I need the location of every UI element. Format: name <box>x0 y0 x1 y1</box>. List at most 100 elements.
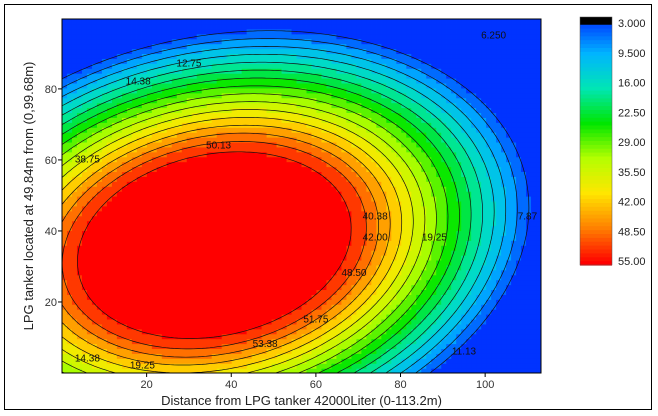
contour-cell <box>391 269 397 276</box>
contour-cell <box>271 264 278 271</box>
contour-cell <box>456 161 462 168</box>
contour-cell <box>341 363 348 369</box>
contour-cell <box>361 318 367 325</box>
contour-cell <box>511 255 517 261</box>
contour-cell <box>536 314 541 320</box>
contour-cell <box>266 255 273 261</box>
contour-cell <box>351 151 357 158</box>
contour-cell <box>481 196 487 202</box>
contour-cell <box>221 289 228 295</box>
contour-cell <box>81 353 88 359</box>
contour-cell <box>416 186 422 192</box>
contour-cell <box>421 289 427 295</box>
contour-cell <box>246 196 253 202</box>
contour-cell <box>441 314 447 320</box>
contour-cell <box>346 151 352 158</box>
contour-cell <box>366 358 372 364</box>
contour-cell <box>461 117 467 123</box>
contour-cell <box>286 255 293 261</box>
contour-cell <box>496 348 502 354</box>
contour-cell <box>376 338 382 345</box>
contour-cell <box>351 314 357 320</box>
contour-cell <box>336 304 343 310</box>
contour-cell <box>126 245 133 251</box>
contour-cell <box>116 328 123 335</box>
contour-cell <box>121 132 128 138</box>
contour-cell <box>286 137 293 143</box>
contour-cell <box>336 358 343 364</box>
contour-cell <box>326 264 333 271</box>
contour-cell <box>161 294 168 300</box>
contour-cell <box>181 191 188 197</box>
contour-cell <box>376 196 382 202</box>
contour-cell <box>506 156 512 163</box>
contour-cell <box>256 186 263 192</box>
contour-cell <box>261 122 268 128</box>
contour-cell <box>116 250 123 256</box>
contour-cell <box>111 264 118 271</box>
contour-cell <box>496 122 502 128</box>
contour-cell <box>251 137 258 143</box>
contour-cell <box>236 333 243 340</box>
contour-cell <box>136 210 143 217</box>
contour-cell <box>436 309 442 315</box>
contour-cell <box>131 122 138 128</box>
contour-cell <box>531 309 537 315</box>
contour-cell <box>76 205 83 212</box>
contour-cell <box>111 230 118 236</box>
contour-cell <box>511 259 517 266</box>
contour-cell <box>156 259 163 266</box>
contour-cell <box>526 186 532 192</box>
contour-cell <box>62 323 68 330</box>
contour-cell <box>376 250 382 256</box>
chart-frame: 6.250 12.75 14.38 38.75 50.13 40.38 42.00 19.25… <box>4 4 652 410</box>
contour-cell <box>456 328 462 335</box>
contour-cell <box>171 220 178 227</box>
contour-cell <box>486 294 492 300</box>
contour-cell <box>211 191 218 197</box>
contour-cell <box>341 205 348 212</box>
contour-cell <box>441 250 447 256</box>
contour-cell <box>196 363 203 369</box>
contour-cell <box>421 368 427 373</box>
contour-cell <box>151 314 158 320</box>
contour-cell <box>126 328 133 335</box>
contour-cell <box>326 318 333 325</box>
contour-cell <box>62 250 68 256</box>
contour-cell <box>446 235 452 241</box>
contour-cell <box>371 284 377 291</box>
contour-cell <box>301 289 308 295</box>
contour-cell <box>131 245 138 251</box>
contour-cell <box>436 368 442 373</box>
contour-cell <box>136 363 143 369</box>
contour-cell <box>66 196 73 202</box>
contour-cell <box>226 328 233 335</box>
contour-cell <box>526 161 532 168</box>
contour-cell <box>351 250 357 256</box>
contour-cell <box>296 314 303 320</box>
contour-cell <box>486 328 492 335</box>
contour-cell <box>241 323 248 330</box>
contour-cell <box>136 220 143 227</box>
contour-cell <box>366 318 372 325</box>
contour-cell <box>156 132 163 138</box>
contour-cell <box>81 269 88 276</box>
contour-cell <box>196 338 203 345</box>
contour-cell <box>281 146 288 153</box>
contour-cell <box>391 240 397 246</box>
contour-cell <box>496 353 502 359</box>
contour-cell <box>181 269 188 276</box>
contour-cell <box>156 348 163 354</box>
contour-cell <box>251 225 258 232</box>
contour-cell <box>411 146 417 153</box>
contour-cell <box>101 210 108 217</box>
contour-cell <box>181 318 188 325</box>
contour-cell <box>221 279 228 286</box>
contour-cell <box>451 264 457 271</box>
contour-cell <box>141 196 148 202</box>
contour-cell <box>321 186 328 192</box>
contour-cell <box>366 299 372 305</box>
contour-cell <box>361 259 367 266</box>
contour-cell <box>116 220 123 227</box>
contour-cell <box>431 200 437 207</box>
